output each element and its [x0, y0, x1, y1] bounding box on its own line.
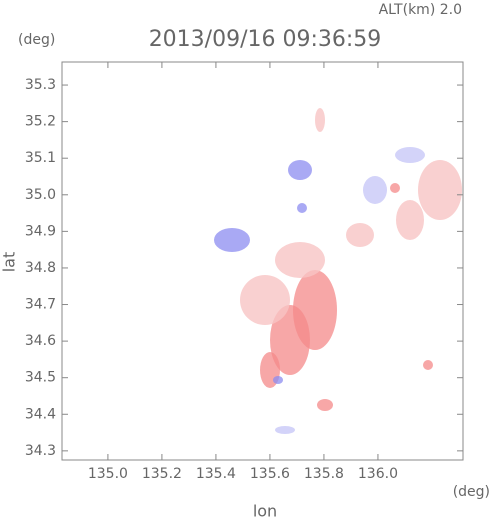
x-tick-label: 135.6 — [250, 466, 290, 482]
x-tick-label: 136.0 — [358, 466, 398, 482]
y-tick-label: 35.2 — [25, 114, 56, 130]
plot-frame — [61, 61, 464, 461]
y-tick-label: 35.0 — [25, 187, 56, 203]
y-unit: (deg) — [18, 32, 55, 48]
y-tick-label: 34.7 — [25, 297, 56, 313]
y-tick-label: 34.5 — [25, 370, 56, 386]
y-tick-label: 34.9 — [25, 223, 56, 239]
chart-title: 2013/09/16 09:36:59 — [149, 27, 382, 52]
x-tick-label: 135.4 — [196, 466, 236, 482]
x-tick-label: 135.8 — [304, 466, 344, 482]
y-tick-label: 34.4 — [25, 406, 56, 422]
x-axis-label: lon — [253, 502, 277, 521]
y-tick-label: 34.6 — [25, 333, 56, 349]
x-tick-label: 135.2 — [142, 466, 182, 482]
y-tick-label: 34.8 — [25, 260, 56, 276]
altitude-annotation: ALT(km) 2.0 — [379, 2, 462, 18]
x-unit: (deg) — [453, 484, 490, 500]
radar-echoes — [214, 108, 462, 434]
y-tick-label: 35.1 — [25, 150, 56, 166]
y-tick-label: 35.3 — [25, 77, 56, 93]
y-tick-label: 34.3 — [25, 443, 56, 459]
x-tick-label: 135.0 — [88, 466, 128, 482]
y-axis-label: lat — [0, 252, 19, 273]
